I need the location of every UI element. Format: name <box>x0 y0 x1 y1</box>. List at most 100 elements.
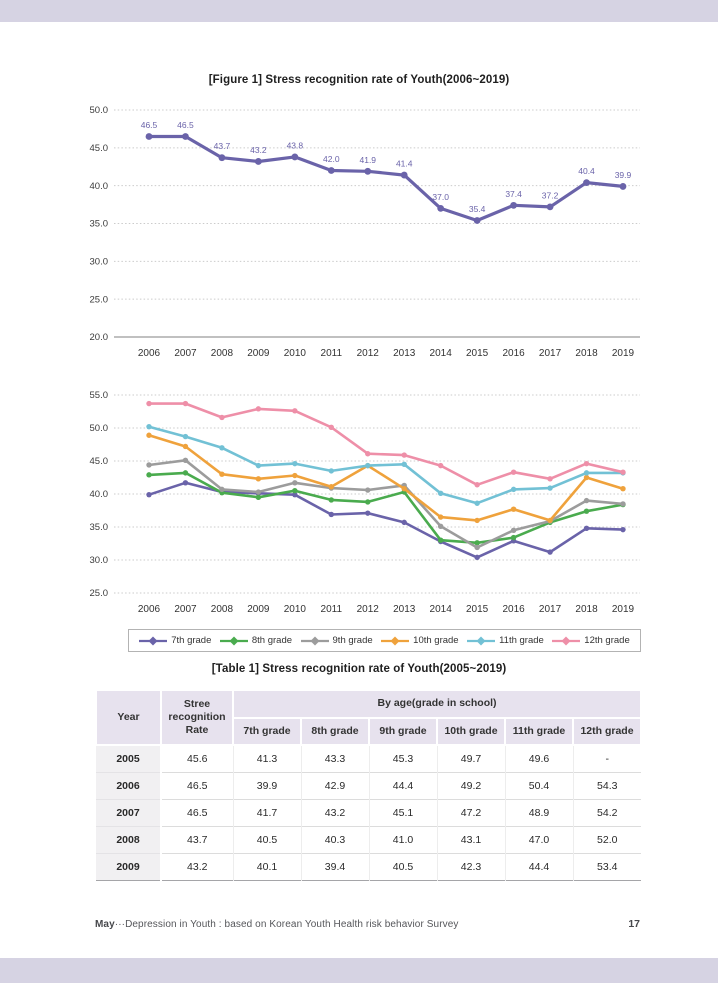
y-tick-label: 45.0 <box>90 456 109 467</box>
data-label: 40.4 <box>578 166 595 176</box>
x-tick-label: 2008 <box>211 604 234 615</box>
data-point <box>327 167 335 174</box>
data-point <box>437 204 445 212</box>
table-row: 2008 43.7 40.5 40.3 41.0 43.1 47.0 52.0 <box>96 825 642 853</box>
data-point <box>328 424 334 431</box>
value-cell: 46.5 <box>160 771 233 799</box>
value-cell: 43.1 <box>436 825 505 853</box>
year-cell: 2005 <box>96 744 162 772</box>
x-tick-label: 2010 <box>284 604 307 615</box>
data-point <box>437 523 444 530</box>
y-tick-label: 40.0 <box>90 489 109 500</box>
data-point <box>182 400 189 407</box>
legend-label: 8th grade <box>251 635 293 646</box>
y-tick-label: 35.0 <box>90 522 109 533</box>
x-tick-label: 2015 <box>466 348 489 359</box>
data-point <box>474 540 480 546</box>
value-cell: 41.3 <box>232 744 301 772</box>
footer-journal: May <box>95 919 115 930</box>
legend-item: 11th grade <box>467 635 544 646</box>
data-point <box>474 500 480 506</box>
legend-line-marker-icon <box>300 636 329 645</box>
header-rate: Stree recognition Rate <box>160 689 234 746</box>
series-line <box>147 459 625 549</box>
x-tick-label: 2008 <box>211 348 234 359</box>
header-grade: 7th grade <box>232 717 302 746</box>
legend-label: 11th grade <box>499 635 544 646</box>
page-footer: May···Depression in Youth : based on Kor… <box>95 918 640 930</box>
x-tick-label: 2018 <box>575 348 598 359</box>
data-point <box>583 508 590 514</box>
value-cell: 54.2 <box>572 798 642 826</box>
header-grade: 9th grade <box>368 717 438 746</box>
value-cell: 44.4 <box>504 852 573 880</box>
data-point <box>146 462 152 468</box>
figure1-title: [Figure 1] Stress recognition rate of Yo… <box>0 74 718 86</box>
series-line <box>147 425 625 505</box>
value-cell: 45.6 <box>160 744 233 772</box>
value-cell: 40.1 <box>232 852 301 880</box>
data-point <box>364 167 372 175</box>
x-tick-label: 2011 <box>321 348 343 359</box>
header-by-age: By age(grade in school) <box>231 689 643 719</box>
series-line <box>147 471 625 545</box>
year-cell: 2009 <box>96 852 162 880</box>
value-cell: 39.9 <box>232 771 301 799</box>
data-point <box>292 472 298 479</box>
value-cell: 40.3 <box>300 825 369 853</box>
data-point <box>437 490 444 497</box>
table1-title-tag: [Table 1] <box>211 663 260 675</box>
y-tick-label: 20.0 <box>90 332 109 343</box>
x-tick-label: 2016 <box>502 348 525 359</box>
data-point <box>255 494 262 500</box>
data-point <box>146 491 152 498</box>
table-row: 2009 43.2 40.1 39.4 40.5 42.3 44.4 53.4 <box>96 852 642 880</box>
legend-item: 12th grade <box>552 635 630 646</box>
data-point <box>218 154 226 162</box>
data-point <box>182 457 189 464</box>
data-point <box>583 179 590 187</box>
data-label: 37.2 <box>542 190 559 200</box>
value-cell: 40.5 <box>368 852 437 880</box>
footer-article-title: Depression in Youth : based on Korean Yo… <box>125 919 459 930</box>
y-tick-label: 30.0 <box>90 257 109 268</box>
x-tick-label: 2018 <box>575 604 598 615</box>
x-tick-label: 2012 <box>357 348 380 359</box>
legend-item: 8th grade <box>219 635 293 646</box>
header-grade: 11th grade <box>504 717 574 746</box>
data-point <box>292 488 298 494</box>
bottom-decorative-band <box>0 958 718 983</box>
value-cell: 41.7 <box>232 798 301 826</box>
data-label: 43.8 <box>287 140 304 150</box>
data-point <box>510 506 517 512</box>
data-point <box>255 476 262 482</box>
data-label: 46.5 <box>141 120 158 130</box>
top-decorative-band <box>0 0 718 22</box>
value-cell: 41.0 <box>368 825 437 853</box>
data-label: 42.0 <box>323 154 340 164</box>
data-point <box>474 517 480 524</box>
page-number: 17 <box>628 918 640 930</box>
data-point <box>182 433 189 440</box>
data-point <box>583 474 590 481</box>
data-label: 41.9 <box>359 155 376 165</box>
data-point <box>620 501 626 507</box>
table1-title: [Table 1] Stress recognition rate of You… <box>0 663 718 675</box>
value-cell: 43.2 <box>300 798 369 826</box>
legend-line-marker-icon <box>467 636 496 645</box>
data-point <box>510 534 517 541</box>
footer-separator: ··· <box>114 919 126 930</box>
value-cell: 40.5 <box>232 825 301 853</box>
data-point <box>437 462 444 469</box>
value-cell: 52.0 <box>572 825 642 853</box>
x-tick-label: 2019 <box>612 348 635 359</box>
data-point <box>182 443 189 450</box>
data-label: 46.5 <box>177 120 194 130</box>
x-tick-label: 2007 <box>174 348 197 359</box>
legend-item: 7th grade <box>139 635 211 646</box>
y-tick-label: 30.0 <box>90 555 109 566</box>
data-label: 35.4 <box>469 204 486 214</box>
figure2-line-chart: 55.0 50.0 45.0 40.0 35.0 30.0 25.0 2006 2007 2008… <box>90 390 640 615</box>
data-point <box>255 462 262 469</box>
